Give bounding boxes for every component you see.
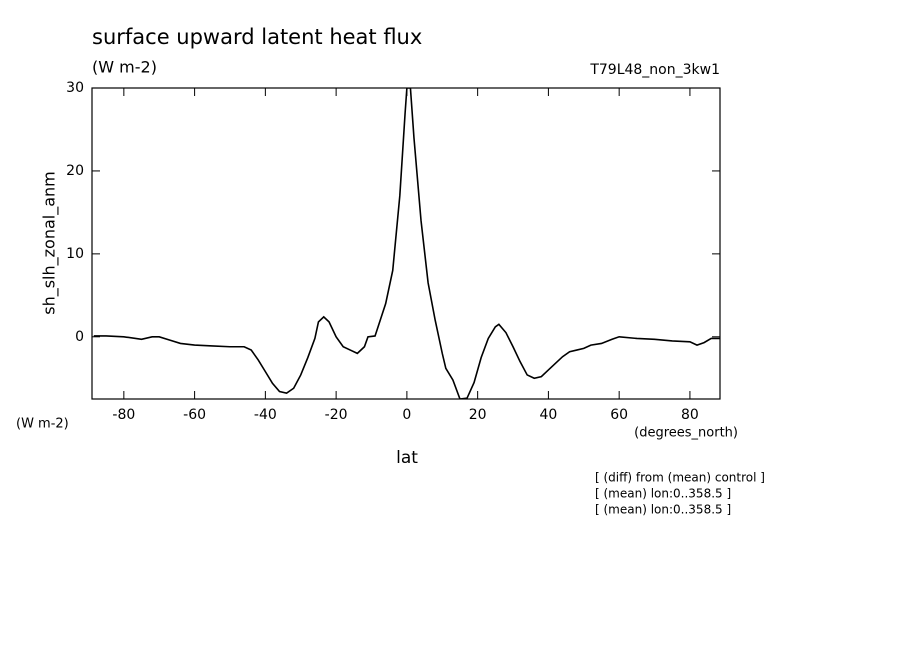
x-tick-label: -40: [254, 407, 277, 423]
plot-frame: [91, 87, 721, 400]
run-label: T79L48_non_3kw1: [589, 62, 720, 78]
chart-title: surface upward latent heat flux: [92, 25, 422, 49]
x-axis-label: lat: [396, 448, 418, 468]
x-tick-label: 60: [610, 407, 628, 423]
y-tick-label: 30: [66, 80, 84, 96]
units: (W m-2): [92, 58, 157, 77]
line: [93, 88, 720, 399]
note: [ (mean) lon:0..358.5 ]: [595, 487, 731, 501]
y-tick-label: 0: [75, 329, 84, 345]
y-units: (W m-2): [16, 417, 69, 432]
y-axis-label: sh_slh_zonal_anm: [40, 171, 60, 315]
x-tick-label: 0: [402, 407, 411, 423]
y-tick-label: 20: [66, 163, 84, 179]
x-tick-label: -20: [325, 407, 348, 423]
x-units: (degrees_north): [634, 426, 738, 441]
note: [ (diff) from (mean) control ]: [595, 471, 765, 485]
x-tick-label: -80: [112, 407, 135, 423]
x-tick-label: 20: [469, 407, 487, 423]
x-tick-label: 40: [539, 407, 557, 423]
y-tick-label: 10: [66, 246, 84, 262]
note: [ (mean) lon:0..358.5 ]: [595, 503, 731, 517]
x-tick-label: 80: [681, 407, 699, 423]
x-tick-label: -60: [183, 407, 206, 423]
